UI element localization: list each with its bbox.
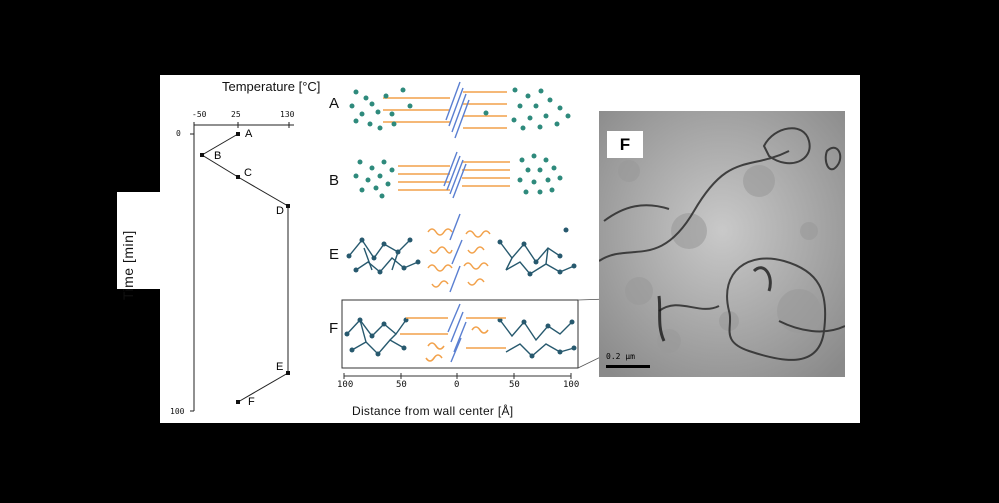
temperature-axis-title: Temperature [°C] (222, 79, 321, 94)
profile-marker-c (236, 175, 240, 179)
distance-tick-50-left: 50 (396, 380, 407, 390)
profile-label-a: A (245, 128, 253, 140)
row-label-b: B (329, 172, 340, 189)
profile-label-b: B (214, 150, 222, 162)
row-f-box (341, 299, 579, 369)
row-b-schematic (353, 151, 563, 199)
row-label-e: E (329, 246, 340, 263)
profile-label-d: D (276, 205, 284, 217)
profile-label-e: E (276, 361, 284, 373)
row-label-a: A (329, 95, 340, 112)
distance-tick-100-left: 100 (337, 380, 354, 390)
temperature-tick-130: 130 (280, 110, 295, 119)
figure-panel-notch (117, 192, 162, 289)
time-tick-100: 100 (170, 407, 185, 416)
distance-axis-line (343, 373, 572, 379)
profile-marker-f (236, 400, 240, 404)
distance-axis-title: Distance from wall center [Å] (352, 404, 514, 418)
row-e-schematic (346, 213, 577, 293)
distance-tick-0: 0 (454, 380, 460, 390)
profile-marker-a (236, 132, 240, 136)
time-tick-0: 0 (176, 129, 181, 138)
row-label-f: F (329, 320, 339, 337)
profile-label-f: F (248, 396, 255, 408)
row-f-schematic (341, 299, 579, 369)
profile-marker-b (200, 153, 204, 157)
temperature-tick-25: 25 (231, 110, 241, 119)
micrograph-label: F (607, 131, 643, 158)
profile-marker-e (286, 371, 290, 375)
row-a-schematic (349, 81, 571, 139)
distance-tick-50-right: 50 (509, 380, 520, 390)
scale-bar-label: 0.2 μm (606, 352, 635, 361)
scale-bar (606, 365, 650, 368)
temperature-tick-neg50: -50 (192, 110, 207, 119)
distance-tick-100-right: 100 (563, 380, 580, 390)
profile-marker-d (286, 204, 290, 208)
profile-label-c: C (244, 167, 252, 179)
